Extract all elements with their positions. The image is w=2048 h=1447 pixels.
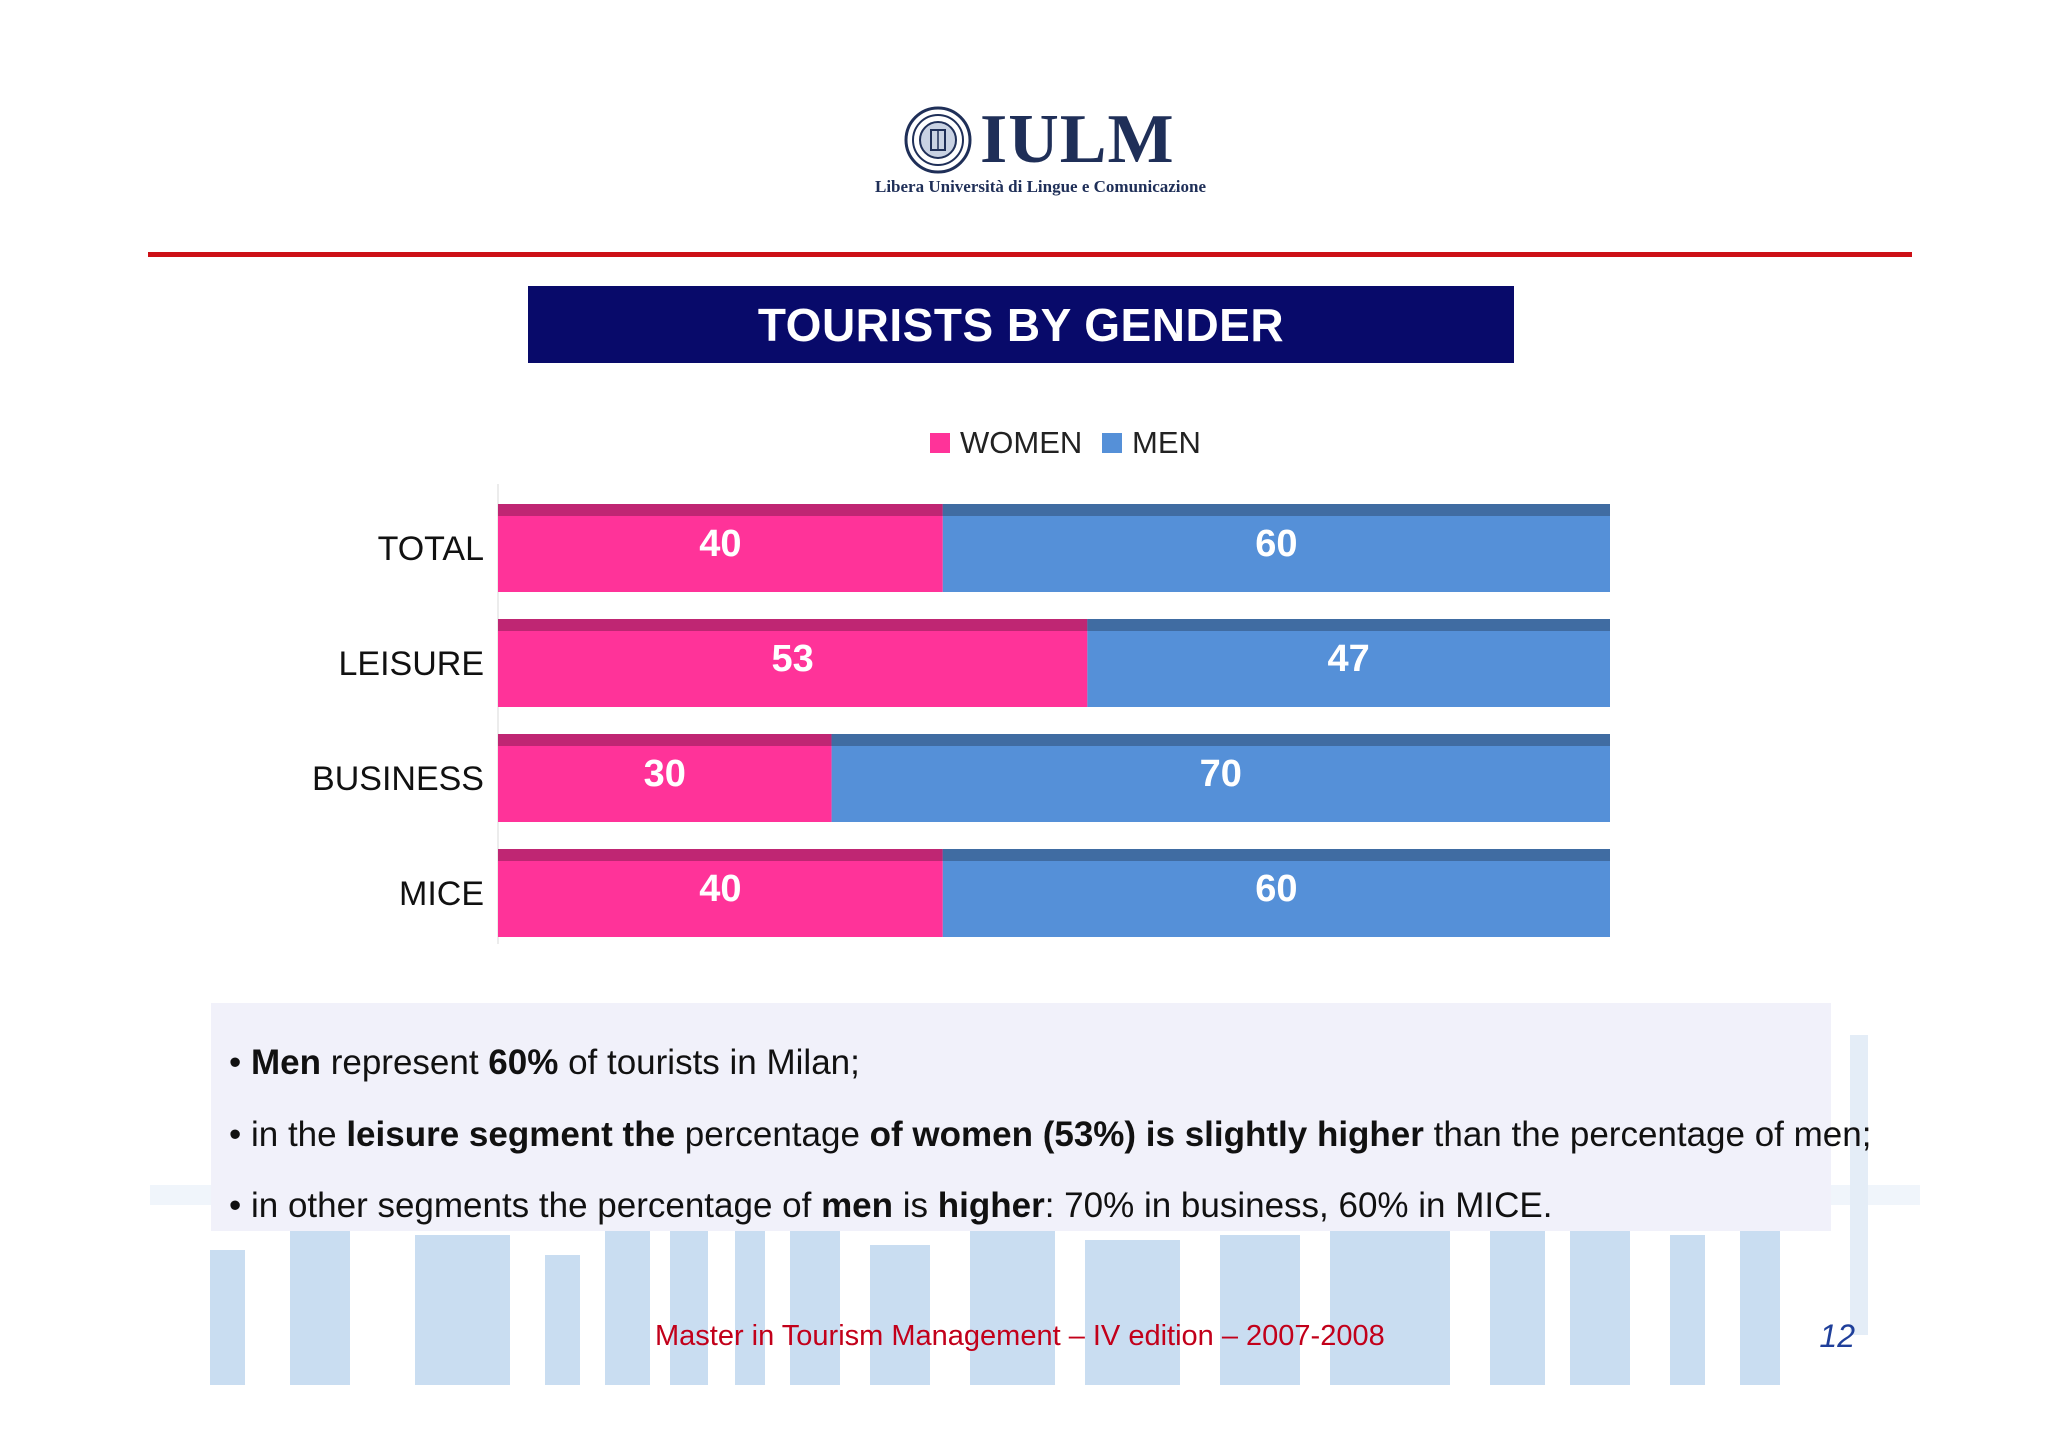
note-line-1: • Men represent 60% of tourists in Milan…	[229, 1041, 860, 1085]
note-2-run-1: • in the	[229, 1115, 347, 1154]
data-label: 60	[1255, 868, 1297, 910]
note-3-run-3: is	[893, 1186, 938, 1225]
skyline-background-image	[150, 1035, 1920, 1385]
note-1-run-1: •	[229, 1043, 251, 1082]
data-label: 40	[699, 868, 741, 910]
university-seal-icon	[904, 106, 972, 174]
bar-top-edge	[942, 504, 1610, 516]
legend-item-men: MEN	[1102, 423, 1201, 463]
bar-men	[1087, 619, 1610, 707]
note-1-run-3: represent	[320, 1043, 489, 1082]
bar-women	[498, 504, 943, 592]
note-2-run-3: percentage	[675, 1115, 870, 1154]
logo-name: IULM	[980, 101, 1175, 178]
note-3-run-4: higher	[937, 1186, 1045, 1225]
note-3-run-5: : 70% in business, 60% in MICE.	[1044, 1186, 1553, 1225]
category-label: BUSINESS	[312, 760, 484, 798]
data-label: 70	[1200, 753, 1242, 795]
data-label: 40	[699, 523, 741, 565]
legend-swatch-men	[1102, 433, 1122, 453]
chart-title: TOURISTS BY GENDER	[528, 286, 1514, 363]
footer-text: Master in Tourism Management – IV editio…	[655, 1320, 1385, 1352]
legend-label-women: WOMEN	[960, 425, 1083, 460]
bar-women	[498, 849, 943, 937]
logo-subtitle: Libera Università di Lingue e Comunicazi…	[875, 177, 1207, 196]
note-line-2: • in the leisure segment the percentage …	[229, 1113, 1871, 1157]
legend-label-men: MEN	[1132, 425, 1201, 460]
note-1-run-4: 60%	[488, 1043, 559, 1082]
note-2-run-5: than the percentage of men;	[1423, 1115, 1872, 1154]
bar-top-edge	[498, 849, 943, 861]
category-label: MICE	[399, 875, 484, 913]
note-3-run-2: men	[821, 1186, 894, 1225]
bar-top-edge	[498, 734, 832, 746]
notes-box: • Men represent 60% of tourists in Milan…	[211, 1003, 1871, 1231]
bar-men	[942, 849, 1610, 937]
bar-top-edge	[1087, 619, 1610, 631]
iulm-logo: IULM Libera Università di Lingue e Comun…	[860, 98, 1220, 208]
note-2-run-4: of women (53%) is slightly higher	[869, 1115, 1424, 1154]
data-label: 60	[1255, 523, 1297, 565]
note-1-run-2: Men	[250, 1043, 321, 1082]
note-1-run-5: of tourists in Milan;	[558, 1043, 860, 1082]
category-label: LEISURE	[339, 645, 485, 683]
bar-top-edge	[498, 504, 943, 516]
bar-men	[831, 734, 1610, 822]
bar-women	[498, 734, 832, 822]
page-number: 12	[1819, 1318, 1855, 1354]
legend-item-women: WOMEN	[930, 423, 1082, 463]
category-label: TOTAL	[378, 530, 484, 568]
note-2-run-2: leisure segment the	[346, 1115, 676, 1154]
data-label: 47	[1328, 638, 1370, 680]
note-3-run-1: • in other segments the percentage of	[229, 1186, 822, 1225]
bar-top-edge	[498, 619, 1088, 631]
bar-women	[498, 619, 1088, 707]
data-label: 30	[644, 753, 686, 795]
data-label: 53	[772, 638, 814, 680]
bar-top-edge	[942, 849, 1610, 861]
legend-swatch-women	[930, 433, 950, 453]
bar-top-edge	[831, 734, 1610, 746]
note-line-3: • in other segments the percentage of me…	[229, 1184, 1552, 1228]
bar-men	[942, 504, 1610, 592]
header-divider	[148, 252, 1912, 257]
